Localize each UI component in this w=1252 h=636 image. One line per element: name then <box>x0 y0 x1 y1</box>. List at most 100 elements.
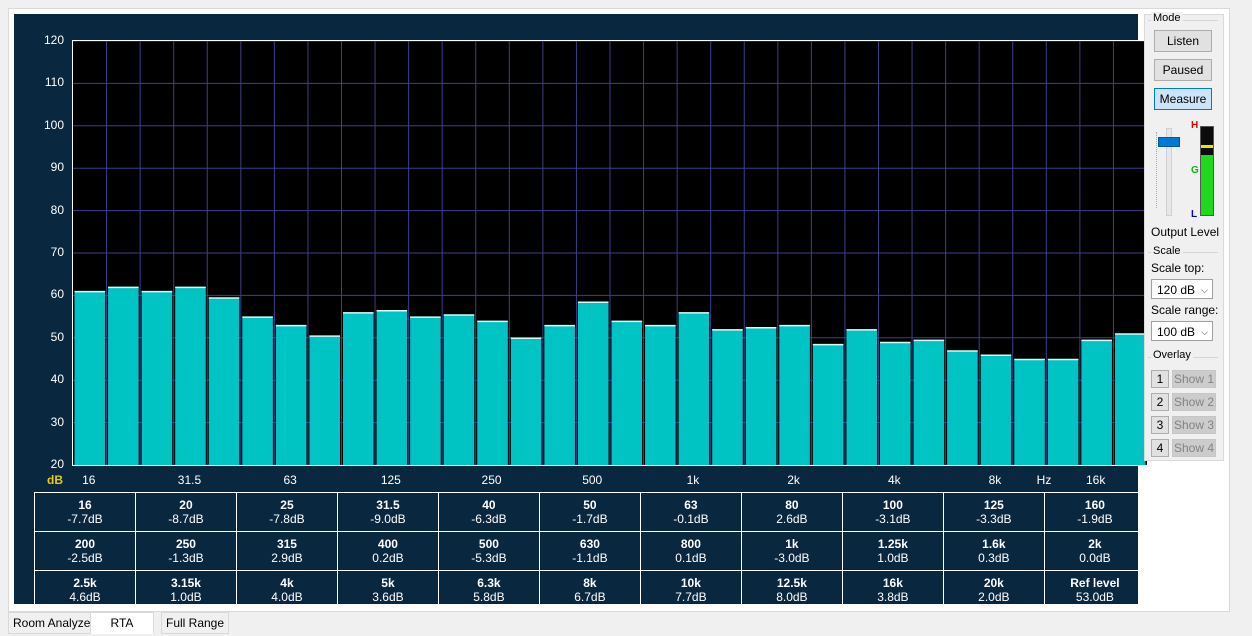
bar-1.6k <box>745 327 777 465</box>
tab-room-analyzer[interactable]: Room Analyzer <box>8 612 100 634</box>
x-tick-label: 2k <box>787 473 800 487</box>
band-cell: 500 -5.3dB <box>437 531 540 571</box>
band-frequency: 5k <box>381 576 395 590</box>
x-tick-label: 8k <box>988 473 1002 487</box>
bar-100 <box>343 312 374 465</box>
show-overlay-1-button[interactable]: Show 1 <box>1172 370 1216 388</box>
band-frequency: 10k <box>680 576 701 590</box>
bar-12.5k <box>1047 359 1079 465</box>
band-row: 16 -7.7dB 20 -8.7dB 25 -7.8dB 31.5 -9.0dB 40 -6.3… <box>34 492 1147 532</box>
x-tick-label: 16 <box>82 473 96 487</box>
scale-range-label: Scale range: <box>1151 303 1219 317</box>
band-level: -2.5dB <box>67 551 103 565</box>
band-frequency: 40 <box>482 498 496 512</box>
bar-800 <box>645 325 676 465</box>
band-frequency: 4k <box>280 576 294 590</box>
band-level: -1.9dB <box>1077 512 1113 526</box>
band-level: -1.3dB <box>168 551 204 565</box>
bar-630 <box>611 320 643 465</box>
x-tick-label: 250 <box>481 473 502 487</box>
band-cell: 800 0.1dB <box>639 531 742 571</box>
band-level: 0.0dB <box>1079 551 1111 565</box>
band-level: -1.7dB <box>572 512 608 526</box>
band-level: 5.8dB <box>473 590 505 604</box>
bar-20k <box>1114 333 1146 465</box>
band-level: 7.7dB <box>675 590 707 604</box>
band-level: 2.9dB <box>271 551 303 565</box>
band-frequency: 250 <box>175 537 196 551</box>
y-tick-label: 40 <box>50 372 64 387</box>
x-tick-label: 500 <box>582 473 603 487</box>
band-row: 2.5k 4.6dB 3.15k 1.0dB 4k 4.0dB 5k 3.6dB 6.3k 5.8… <box>34 570 1147 610</box>
bar-3.15k <box>846 329 877 465</box>
band-frequency: 20 <box>179 498 193 512</box>
band-level: 1.0dB <box>170 590 202 604</box>
band-cell: 31.5 -9.0dB <box>336 492 439 532</box>
rta-panel: 120 110 100 90 80 70 60 50 40 30 20 16 31.5 63 125 250… <box>14 14 1148 610</box>
bar-16 <box>74 291 106 465</box>
band-level: 3.8dB <box>877 590 909 604</box>
bar-2k <box>779 325 810 465</box>
band-cell: 50 -1.7dB <box>538 492 641 532</box>
band-level: -3.0dB <box>774 551 810 565</box>
band-cell: 25 -7.8dB <box>235 492 338 532</box>
scale-range-value: 100 dB <box>1157 325 1196 339</box>
band-row: 200 -2.5dB 250 -1.3dB 315 2.9dB 400 0.2dB 500 -5.… <box>34 531 1147 571</box>
x-tick-label: 4k <box>887 473 901 487</box>
band-frequency: 25 <box>280 498 294 512</box>
overlay-group-title: Overlay <box>1151 349 1193 361</box>
band-level: 3.6dB <box>372 590 404 604</box>
output-level-slider[interactable] <box>1156 126 1180 216</box>
band-cell: 1.6k 0.3dB <box>942 531 1045 571</box>
band-cell: 200 -2.5dB <box>34 531 136 571</box>
band-level: 8.0dB <box>776 590 808 604</box>
show-overlay-3-button[interactable]: Show 3 <box>1172 416 1216 434</box>
band-frequency: Ref level <box>1070 576 1120 590</box>
overlay-3-button[interactable]: 3 <box>1151 416 1169 434</box>
band-levels-table: 16 -7.7dB 20 -8.7dB 25 -7.8dB 31.5 -9.0dB 40 -6.3… <box>34 492 1147 610</box>
overlay-4-button[interactable]: 4 <box>1151 439 1169 457</box>
band-frequency: 12.5k <box>776 576 807 590</box>
meter-l-label: L <box>1191 209 1198 220</box>
tab-rta[interactable]: RTA <box>90 612 154 634</box>
y-tick-label: 120 <box>43 33 64 47</box>
band-cell: 1.25k 1.0dB <box>841 531 944 571</box>
show-overlay-4-button[interactable]: Show 4 <box>1172 439 1216 457</box>
measure-button[interactable]: Measure <box>1154 88 1212 110</box>
y-tick-label: 30 <box>50 414 64 429</box>
band-frequency: 16k <box>882 576 903 590</box>
x-tick-label: 1k <box>686 473 700 487</box>
y-tick-label: 90 <box>50 160 64 175</box>
slider-thumb[interactable] <box>1158 137 1180 148</box>
band-cell: 5k 3.6dB <box>336 570 439 610</box>
x-tick-label: 31.5 <box>177 473 202 487</box>
paused-button[interactable]: Paused <box>1154 59 1212 81</box>
overlay-1-button[interactable]: 1 <box>1151 370 1169 388</box>
band-frequency: 16 <box>78 498 92 512</box>
tab-full-range[interactable]: Full Range <box>161 612 230 634</box>
band-level: -6.3dB <box>471 512 507 526</box>
band-frequency: 6.3k <box>477 576 501 590</box>
band-level: -7.8dB <box>269 512 305 526</box>
bar-5k <box>913 339 945 465</box>
scale-top-select[interactable]: 120 dB ⌵ <box>1151 279 1213 299</box>
y-tick-label: 100 <box>43 117 64 132</box>
scale-range-select[interactable]: 100 dB ⌵ <box>1151 321 1213 341</box>
band-cell: 80 2.6dB <box>740 492 843 532</box>
band-cell: 12.5k 8.0dB <box>740 570 843 610</box>
slider-track <box>1166 128 1172 216</box>
scale-group-title: Scale <box>1151 245 1183 257</box>
band-frequency: 1k <box>785 537 799 551</box>
listen-button[interactable]: Listen <box>1154 30 1212 52</box>
band-level: -3.1dB <box>875 512 911 526</box>
band-cell: 8k 6.7dB <box>538 570 641 610</box>
band-cell: 400 0.2dB <box>336 531 439 571</box>
overlay-2-button[interactable]: 2 <box>1151 393 1169 411</box>
bar-250 <box>477 320 508 465</box>
show-overlay-2-button[interactable]: Show 2 <box>1172 393 1216 411</box>
band-level: -0.1dB <box>673 512 709 526</box>
band-frequency: 3.15k <box>170 576 201 590</box>
scale-group-line <box>1148 252 1218 253</box>
bar-25 <box>141 291 173 465</box>
band-cell: 315 2.9dB <box>235 531 338 571</box>
